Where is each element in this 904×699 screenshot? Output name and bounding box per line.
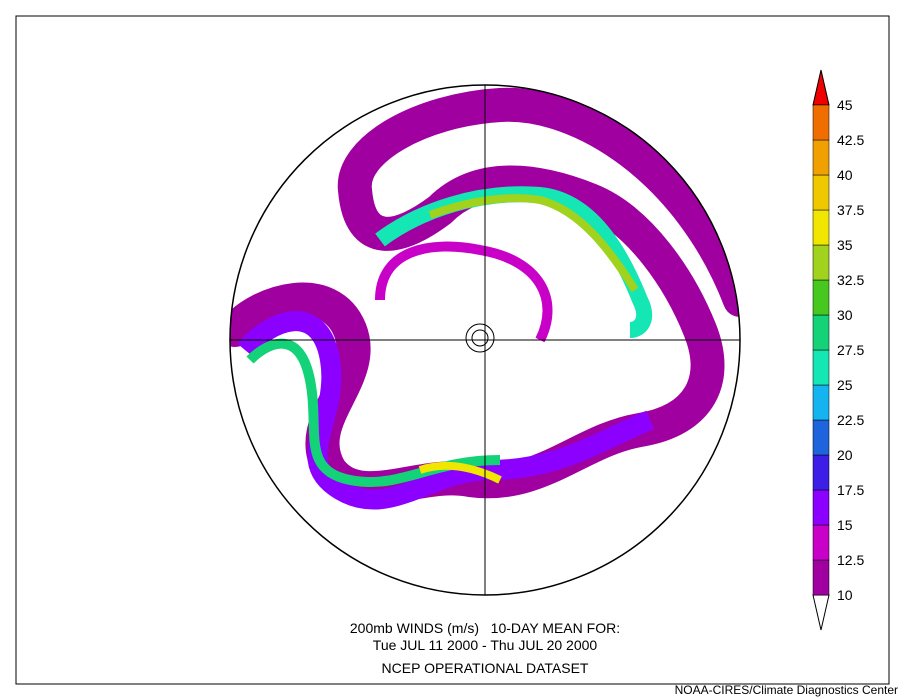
caption-line: NCEP OPERATIONAL DATASET: [382, 660, 589, 676]
colorbar-label: 12.5: [837, 552, 864, 568]
colorbar-segment: [812, 139, 830, 176]
colorbar-segment: [812, 174, 830, 211]
colorbar-label: 35: [837, 237, 853, 253]
colorbar: 10 12.5 15 17.5 20 22.5 25 27.5 30 32.5 35 37.5 40 42…: [812, 69, 864, 631]
colorbar-segment: [812, 314, 830, 351]
colorbar-segment: [812, 104, 830, 141]
colorbar-label: 32.5: [837, 272, 864, 288]
colorbar-segment: [812, 279, 830, 316]
colorbar-segment: [812, 349, 830, 386]
colorbar-segment: [812, 419, 830, 456]
colorbar-label: 37.5: [837, 202, 864, 218]
colorbar-label: 15: [837, 517, 853, 533]
colorbar-label: 40: [837, 167, 853, 183]
colorbar-label: 42.5: [837, 132, 864, 148]
colorbar-segment: [812, 489, 830, 526]
colorbar-label: 10: [837, 587, 853, 603]
caption-line: 200mb WINDS (m/s) 10-DAY MEAN FOR:: [350, 620, 620, 636]
colorbar-segment: [812, 209, 830, 246]
credit: NOAA-CIRES/Climate Diagnostics Center: [675, 683, 898, 697]
map: [229, 84, 741, 596]
colorbar-segment: [812, 524, 830, 561]
colorbar-label: 17.5: [837, 482, 864, 498]
colorbar-label: 20: [837, 447, 853, 463]
colorbar-label: 22.5: [837, 412, 864, 428]
colorbar-segment: [812, 454, 830, 491]
colorbar-segment: [812, 244, 830, 281]
colorbar-label: 45: [837, 97, 853, 113]
colorbar-segment: [812, 384, 830, 421]
colorbar-label: 27.5: [837, 342, 864, 358]
colorbar-label: 25: [837, 377, 853, 393]
colorbar-label: 30: [837, 307, 853, 323]
caption-line: Tue JUL 11 2000 - Thu JUL 20 2000: [373, 637, 598, 653]
colorbar-segment: [812, 559, 830, 596]
